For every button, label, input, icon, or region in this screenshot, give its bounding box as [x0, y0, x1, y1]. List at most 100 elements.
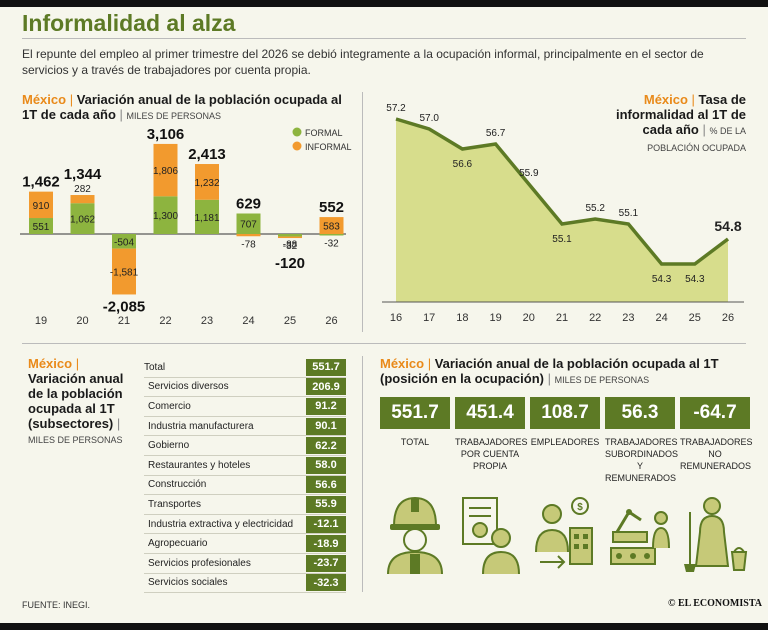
subsector-value: 551.7	[306, 358, 346, 376]
vertical-divider-bottom	[362, 356, 363, 592]
position-value-box: -64.7	[680, 397, 750, 429]
x-tick-26: 26	[722, 312, 734, 324]
x-tick-21: 21	[556, 312, 568, 324]
legend-informal-label: INFORMAL	[305, 142, 352, 152]
x-tick-17: 17	[423, 312, 435, 324]
bottom-border	[0, 623, 768, 630]
value-label-24: 54.3	[652, 274, 672, 285]
total-label-21: -2,085	[103, 298, 146, 315]
position-label: TOTAL	[400, 437, 430, 447]
bar-informal-20	[70, 195, 95, 204]
bar-formal-24	[236, 213, 261, 234]
x-tick-25: 25	[284, 315, 296, 327]
subsector-label: Servicios sociales	[148, 577, 228, 589]
segment-label-informal-21: -1,581	[110, 268, 139, 279]
segment-label-formal-26: -32	[324, 239, 339, 250]
bar-formal-25	[278, 234, 302, 237]
subsector-row: Comercio 91.2	[144, 397, 346, 417]
worker-icon	[380, 492, 450, 574]
total-label-23: 2,413	[188, 146, 226, 163]
segment-label-informal-22: 1,806	[153, 166, 178, 177]
position-value-box: 551.7	[380, 397, 450, 429]
segment-label-formal-25: -88	[283, 240, 298, 251]
position-value-box: 108.7	[530, 397, 600, 429]
x-tick-20: 20	[76, 315, 88, 327]
informality-line	[395, 117, 730, 266]
subsector-value: -32.3	[306, 574, 346, 592]
page-title: Informalidad al alza	[22, 10, 236, 36]
subsector-label: Gobierno	[148, 440, 190, 452]
subsector-row: Transportes 55.9	[144, 495, 346, 515]
chart4-heading: México | Variación anual de la población…	[380, 356, 719, 386]
employer-icon: $	[530, 492, 600, 574]
bar-informal-22	[153, 143, 178, 197]
subsector-row: Industria extractiva y electricidad -12.1	[144, 515, 346, 535]
position-labels: TOTAL TRABAJADORES POR CUENTA PROPIA EMPLEAD…	[380, 436, 753, 484]
chart4-country: México	[380, 356, 425, 371]
subsector-row: Servicios diversos 206.9	[144, 378, 346, 398]
x-tick-18: 18	[456, 312, 468, 324]
legend-informal-dot	[292, 141, 302, 151]
value-label-18: 56.6	[453, 159, 473, 170]
chart3-unit: MILES DE PERSONAS	[28, 435, 123, 445]
x-tick-26: 26	[325, 315, 337, 327]
position-label: TRABAJADORES SUBORDINADOS Y REMUNERADOS	[605, 437, 679, 483]
total-label-22: 3,106	[147, 126, 185, 143]
subsector-value: -23.7	[306, 554, 346, 572]
informality-rate-area-chart: 57.2 16 57.0 17 56.6 18 56.7 19 55.9 20 55.1 21 55.2…	[382, 103, 744, 324]
self-employed-icon	[455, 492, 525, 574]
bar-informal-26	[319, 217, 344, 234]
bar-informal-21	[112, 248, 136, 295]
subsector-label: Transportes	[148, 498, 201, 510]
bar-informal-25	[278, 236, 302, 239]
vertical-divider-top	[362, 92, 363, 332]
subsector-value: -18.9	[306, 535, 346, 553]
chart2-unit: % DE LA POBLACIÓN OCUPADA	[647, 126, 746, 153]
svg-text:$: $	[577, 502, 583, 513]
bar-formal-19	[29, 218, 53, 234]
bar-informal-19	[29, 191, 53, 219]
value-label-22: 55.2	[585, 203, 605, 214]
x-tick-19: 19	[489, 312, 501, 324]
total-label-19: 1,462	[22, 174, 60, 191]
chart3-country: México	[28, 356, 73, 371]
cleaning-worker-icon	[680, 492, 750, 574]
bar-formal-22	[153, 196, 178, 234]
lede-text: El repunte del empleo al primer trimestr…	[22, 47, 704, 77]
segment-label-formal-22: 1,300	[153, 211, 178, 222]
x-tick-25: 25	[689, 312, 701, 324]
population-variation-bar-chart: FORMAL INFORMAL 551 910 1,462 19 1,062 2821,344…	[20, 126, 352, 327]
subsector-label: Comercio	[148, 400, 191, 412]
position-value-box: 56.3	[605, 397, 675, 429]
bar-informal-23	[195, 164, 219, 200]
subsector-value: 55.9	[306, 495, 346, 513]
chart1-country: México	[22, 92, 67, 107]
factory-worker-icon	[605, 492, 675, 574]
subsector-label: Construcción	[148, 479, 207, 491]
value-label-20: 55.9	[519, 168, 539, 179]
segment-label-informal-20: 282	[74, 184, 91, 195]
segment-label-informal-19: 910	[33, 201, 50, 212]
total-label-24: 629	[236, 195, 261, 212]
x-tick-19: 19	[35, 315, 47, 327]
segment-label-informal-26: 583	[323, 222, 340, 233]
brand-logo: © EL ECONOMISTA	[668, 598, 762, 609]
subsector-table: Total 551.7 Servicios diversos 206.9 Comerci…	[144, 358, 346, 594]
subsector-row: Total 551.7	[144, 358, 346, 378]
x-tick-20: 20	[523, 312, 535, 324]
x-tick-24: 24	[242, 315, 254, 327]
subsector-label: Restaurantes y hoteles	[148, 459, 251, 471]
subsector-value: 56.6	[306, 476, 346, 494]
x-tick-16: 16	[390, 312, 402, 324]
bar-formal-20	[70, 203, 95, 234]
position-icons: $	[380, 492, 750, 574]
chart1-heading: México | Variación anual de la población…	[22, 92, 342, 122]
total-label-26: 552	[319, 199, 344, 216]
segment-label-formal-24: 707	[240, 220, 257, 231]
total-label-25: -120	[275, 255, 305, 272]
chart1-unit: MILES DE PERSONAS	[126, 111, 222, 121]
subsector-value: -12.1	[306, 515, 346, 533]
subsector-value: 91.2	[306, 397, 346, 415]
segment-label-formal-23: 1,181	[194, 213, 219, 224]
total-label-20: 1,344	[64, 166, 102, 183]
